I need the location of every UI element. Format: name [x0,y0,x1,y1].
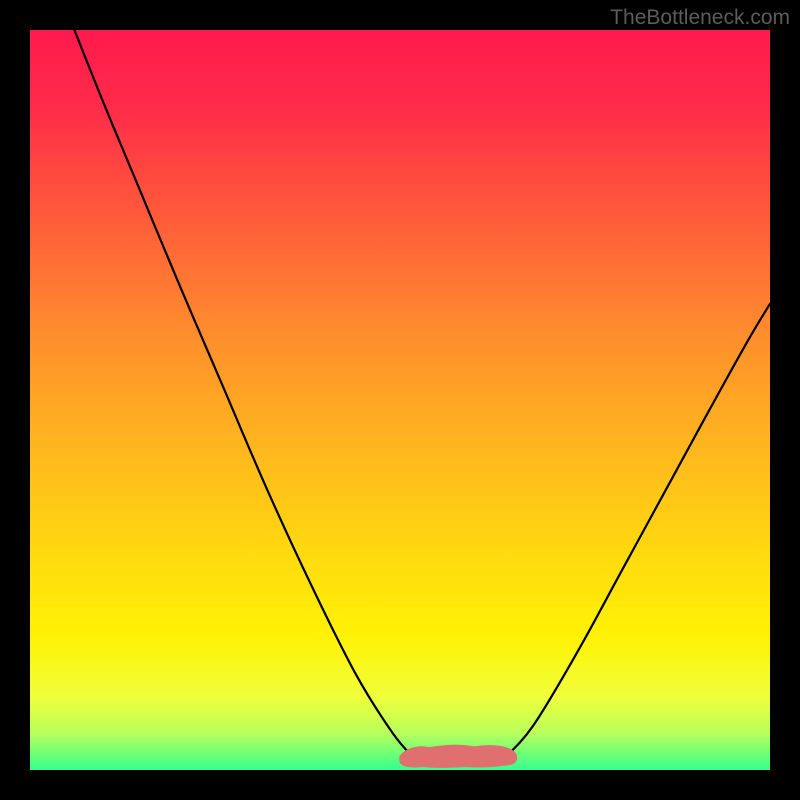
bottleneck-chart [30,30,770,770]
watermark-text: TheBottleneck.com [610,6,790,30]
stage: TheBottleneck.com [0,0,800,800]
minimum-marker-blob [400,745,517,767]
gradient-background [30,30,770,770]
